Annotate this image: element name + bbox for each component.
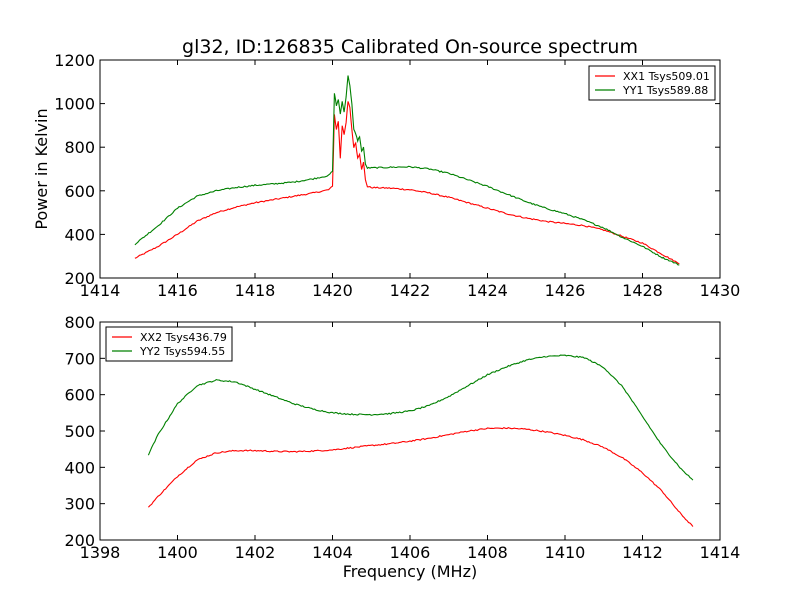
y-tick-label: 400 <box>64 458 95 477</box>
x-tick-label: 1406 <box>390 543 431 562</box>
legend-label: YY1 Tsys589.88 <box>622 84 708 97</box>
x-tick-label: 1402 <box>235 543 276 562</box>
series-line-xx <box>147 426 694 527</box>
y-tick-label: 1000 <box>54 95 95 114</box>
x-tick-label: 1414 <box>700 543 741 562</box>
y-axis-label-top: Power in Kelvin <box>32 108 51 229</box>
series-line-xx <box>134 101 680 265</box>
y-tick-label: 600 <box>64 182 95 201</box>
x-tick-label: 1418 <box>235 281 276 300</box>
legend-box <box>105 326 233 362</box>
y-tick-label: 1200 <box>54 51 95 70</box>
x-tick-label: 1404 <box>312 543 353 562</box>
legend-label: YY2 Tsys594.55 <box>139 345 225 358</box>
y-tick-label: 500 <box>64 422 95 441</box>
x-tick-label: 1400 <box>157 543 198 562</box>
x-tick-label: 1412 <box>622 543 663 562</box>
y-tick-label: 700 <box>64 349 95 368</box>
legend-label: XX2 Tsys436.79 <box>140 331 227 344</box>
legend-box <box>588 65 716 101</box>
x-tick-label: 1430 <box>700 281 741 300</box>
x-tick-label: 1428 <box>622 281 663 300</box>
y-tick-label: 800 <box>64 138 95 157</box>
series-line-yy <box>147 354 694 481</box>
x-tick-label: 1420 <box>312 281 353 300</box>
chart-title: gl32, ID:126835 Calibrated On-source spe… <box>182 36 638 58</box>
x-tick-label: 1414 <box>80 281 121 300</box>
x-tick-label: 1422 <box>390 281 431 300</box>
x-tick-label: 1410 <box>545 543 586 562</box>
y-tick-label: 600 <box>64 386 95 405</box>
y-tick-label: 800 <box>64 313 95 332</box>
x-tick-label: 1424 <box>467 281 508 300</box>
series-line-yy <box>134 75 680 266</box>
x-tick-label: 1416 <box>157 281 198 300</box>
y-tick-label: 300 <box>64 495 95 514</box>
y-tick-label: 200 <box>64 531 95 550</box>
x-tick-label: 1426 <box>545 281 586 300</box>
bottom-panel: 1398 1400 1402 1404 1406 1408 1410 1412 1414 200 3… <box>64 313 740 562</box>
legend-label: XX1 Tsys509.01 <box>623 70 710 83</box>
y-tick-label: 400 <box>64 225 95 244</box>
x-axis-label: Frequency (MHz) <box>343 562 477 581</box>
top-panel: 1414 1416 1418 1420 1422 1424 1426 1428 1430 200 4… <box>54 51 740 300</box>
x-tick-label: 1408 <box>467 543 508 562</box>
y-tick-label: 200 <box>64 269 95 288</box>
x-tick-label: 1398 <box>80 543 121 562</box>
